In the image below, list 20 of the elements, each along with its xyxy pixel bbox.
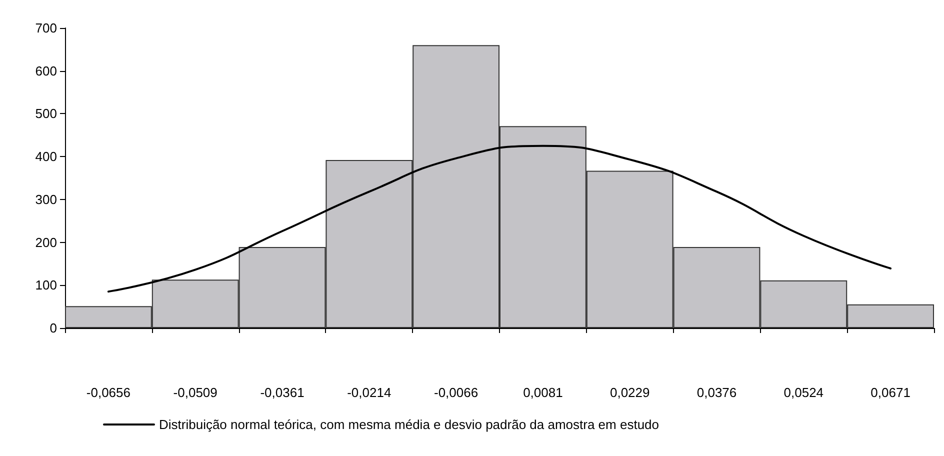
y-tick-label: 700: [35, 20, 57, 36]
y-tick-label: 400: [35, 149, 57, 164]
y-tick-label: 300: [35, 192, 57, 207]
x-tick-label: 0,0376: [696, 385, 737, 400]
x-tick-label: 0,0524: [784, 385, 824, 400]
x-tick-label: -0,0656: [86, 385, 130, 400]
x-tick-label: -0,0214: [347, 385, 392, 400]
y-tick-label: 100: [35, 278, 57, 293]
legend-label: Distribuição normal teórica, com mesma média e desvio padrão da amostra em estudo: [159, 417, 660, 432]
x-tick-label: 0,0671: [870, 385, 910, 400]
y-tick-label: 200: [35, 234, 57, 250]
x-tick-label: 0,0229: [610, 385, 650, 400]
y-tick-label: 600: [35, 63, 57, 78]
x-tick-label: 0,0081: [523, 385, 563, 400]
x-tick-label: -0,0066: [434, 385, 478, 400]
y-tick-label: 500: [35, 106, 57, 122]
x-tick-label: -0,0361: [260, 385, 304, 400]
line-series: [107, 144, 892, 293]
y-tick-label: 0: [50, 320, 57, 336]
x-tick-label: -0,0509: [173, 385, 218, 400]
